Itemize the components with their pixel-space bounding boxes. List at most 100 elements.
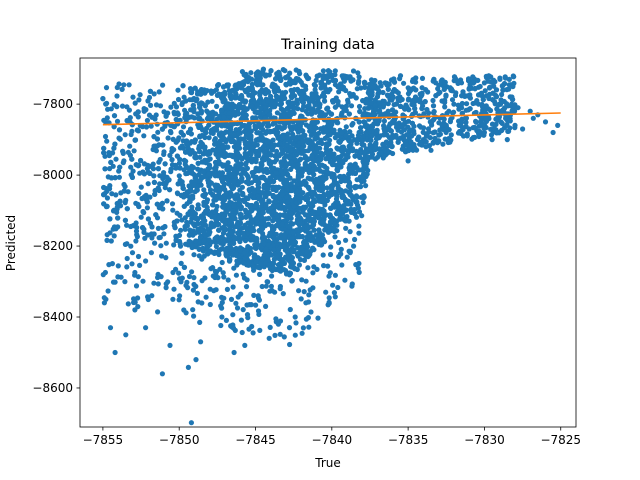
data-point (291, 110, 297, 116)
data-point (116, 174, 122, 180)
data-point (140, 225, 146, 231)
data-point (146, 112, 153, 118)
data-point (116, 168, 122, 174)
data-point (366, 129, 372, 135)
data-point (195, 202, 201, 208)
data-point (147, 220, 153, 226)
data-point (165, 135, 171, 141)
data-point (183, 98, 189, 104)
data-point (354, 177, 360, 183)
data-point (235, 230, 241, 236)
data-point (299, 169, 305, 175)
data-point (310, 245, 316, 251)
data-point (347, 129, 353, 135)
data-point (317, 72, 323, 78)
data-point (500, 87, 506, 93)
data-point (390, 95, 396, 101)
data-point (219, 107, 225, 113)
data-point (493, 129, 499, 135)
data-point (131, 148, 137, 154)
data-point (263, 130, 269, 136)
data-point (213, 194, 219, 200)
data-point (356, 74, 362, 80)
data-point (269, 159, 275, 165)
data-point (236, 130, 242, 136)
data-point (510, 83, 516, 90)
data-point (318, 150, 324, 157)
data-point (285, 99, 291, 105)
data-point (234, 258, 240, 264)
chart-title: Training data (280, 37, 375, 53)
data-point (259, 225, 266, 232)
data-point (486, 85, 493, 91)
data-point (228, 173, 234, 179)
data-point (122, 132, 128, 138)
data-point (280, 90, 286, 96)
data-point (472, 86, 478, 92)
data-point (478, 90, 484, 96)
data-point (345, 175, 351, 181)
data-point (315, 157, 321, 163)
data-point (122, 183, 128, 190)
data-point (285, 131, 291, 137)
data-point (354, 86, 360, 92)
data-point (136, 190, 142, 196)
data-point (267, 128, 273, 135)
data-point (497, 75, 503, 81)
data-point (265, 253, 271, 259)
data-point (483, 115, 489, 121)
data-point (302, 94, 308, 100)
data-point (347, 91, 353, 97)
data-point (155, 166, 161, 172)
data-point (473, 118, 479, 124)
data-point (169, 201, 176, 207)
data-point (206, 237, 212, 243)
data-point (213, 210, 219, 216)
data-point (262, 148, 268, 154)
data-point (238, 136, 244, 142)
data-point (148, 102, 154, 108)
data-point (291, 178, 297, 184)
data-point (460, 89, 466, 95)
data-point (320, 236, 326, 242)
data-point (335, 163, 341, 169)
data-point (301, 240, 307, 247)
data-point (242, 198, 248, 205)
data-point (305, 212, 312, 218)
data-point (145, 181, 151, 187)
data-point (290, 100, 296, 106)
data-point (124, 206, 130, 212)
data-point (263, 73, 269, 79)
data-point (289, 255, 295, 261)
data-point (225, 236, 231, 243)
data-point (281, 240, 287, 246)
data-point (405, 124, 411, 130)
data-point (231, 193, 237, 199)
data-point (254, 219, 261, 225)
data-point (351, 165, 357, 171)
data-point (432, 135, 438, 142)
data-point (143, 124, 150, 130)
data-point (212, 173, 218, 179)
data-point (455, 130, 462, 136)
data-point (327, 132, 333, 138)
data-point (162, 224, 168, 230)
data-point (440, 141, 446, 147)
data-point (173, 116, 179, 123)
data-point (183, 149, 189, 155)
data-point (439, 122, 445, 128)
data-point (382, 128, 388, 134)
data-point (254, 102, 260, 108)
data-point (423, 144, 429, 150)
data-point (100, 96, 106, 102)
data-point (248, 137, 254, 143)
data-point (241, 260, 247, 266)
data-point (207, 150, 213, 156)
data-point (411, 102, 417, 108)
data-point (316, 227, 322, 233)
data-point (207, 187, 214, 193)
data-point (206, 171, 212, 177)
data-point (361, 149, 367, 155)
data-point (270, 192, 276, 199)
data-point (271, 260, 277, 267)
